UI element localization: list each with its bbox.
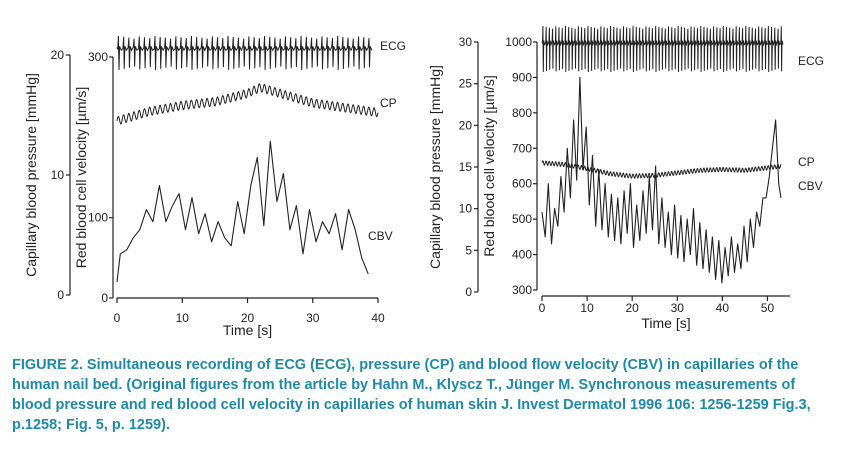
pressure-tick-label: 5: [465, 243, 472, 257]
time-tick-label: 30: [671, 301, 685, 315]
cp-trace: [116, 83, 379, 125]
trace-label-cbv: CBV: [798, 179, 823, 193]
time-axis-title: Time [s]: [641, 315, 690, 331]
right-panel: 0 5 10 15 20 25 30 300 400 500 600 700 800 900 1000 0 10…: [427, 25, 824, 331]
velocity-axis-title: Red blood cell velocity [µm/s]: [481, 75, 497, 257]
pressure-tick-label: 15: [459, 160, 473, 174]
velocity-tick-label: 100: [88, 211, 108, 225]
trace-label-cp: CP: [798, 155, 815, 169]
ecg-trace: [541, 25, 784, 73]
time-tick-label: 20: [241, 311, 255, 325]
cp-trace: [541, 160, 782, 179]
time-tick-label: 40: [716, 301, 730, 315]
velocity-tick-label: 700: [512, 141, 532, 155]
velocity-axis-title: Red blood cell velocity [µm/s]: [73, 87, 89, 269]
pressure-axis-title: Capillary blood pressure [mmHg]: [427, 65, 443, 269]
pressure-tick-label: 0: [465, 285, 472, 299]
velocity-tick-label: 1000: [505, 35, 532, 49]
time-tick-label: 50: [761, 301, 775, 315]
pressure-axis-title: Capillary blood pressure [mmHg]: [23, 73, 39, 277]
pressure-tick-label: 30: [459, 35, 473, 49]
time-tick-label: 20: [626, 301, 640, 315]
time-axis-title: Time [s]: [223, 322, 272, 338]
pressure-tick-label: 20: [51, 48, 65, 62]
time-tick-label: 10: [580, 301, 594, 315]
velocity-tick-label: 400: [512, 248, 532, 262]
pressure-tick-label: 0: [57, 288, 64, 302]
velocity-tick-label: 300: [88, 50, 108, 64]
time-tick-label: 10: [176, 311, 190, 325]
pressure-tick-label: 10: [51, 168, 65, 182]
velocity-tick-label: 900: [512, 70, 532, 84]
velocity-tick-label: 0: [101, 291, 108, 305]
velocity-tick-label: 300: [512, 283, 532, 297]
cbv-trace: [116, 140, 369, 282]
pressure-tick-label: 20: [459, 118, 473, 132]
time-tick-label: 0: [114, 311, 121, 325]
velocity-tick-label: 500: [512, 212, 532, 226]
trace-label-cbv: CBV: [368, 229, 393, 243]
pressure-tick-label: 25: [459, 77, 473, 91]
ecg-trace: [116, 35, 373, 71]
pressure-tick-label: 10: [459, 202, 473, 216]
cbv-trace: [541, 76, 782, 284]
trace-label-ecg: ECG: [798, 54, 824, 68]
trace-label-cp: CP: [380, 96, 397, 110]
figure-caption: FIGURE 2. Simultaneous recording of ECG …: [12, 357, 811, 433]
time-tick-label: 0: [539, 301, 546, 315]
velocity-tick-label: 800: [512, 106, 532, 120]
left-panel: 0 10 20 0 100 300 0 10 20 30 40 Time [s] Capillary b…: [23, 35, 406, 338]
time-tick-label: 30: [306, 311, 320, 325]
trace-label-ecg: ECG: [380, 39, 406, 53]
velocity-tick-label: 600: [512, 177, 532, 191]
time-tick-label: 40: [371, 311, 385, 325]
